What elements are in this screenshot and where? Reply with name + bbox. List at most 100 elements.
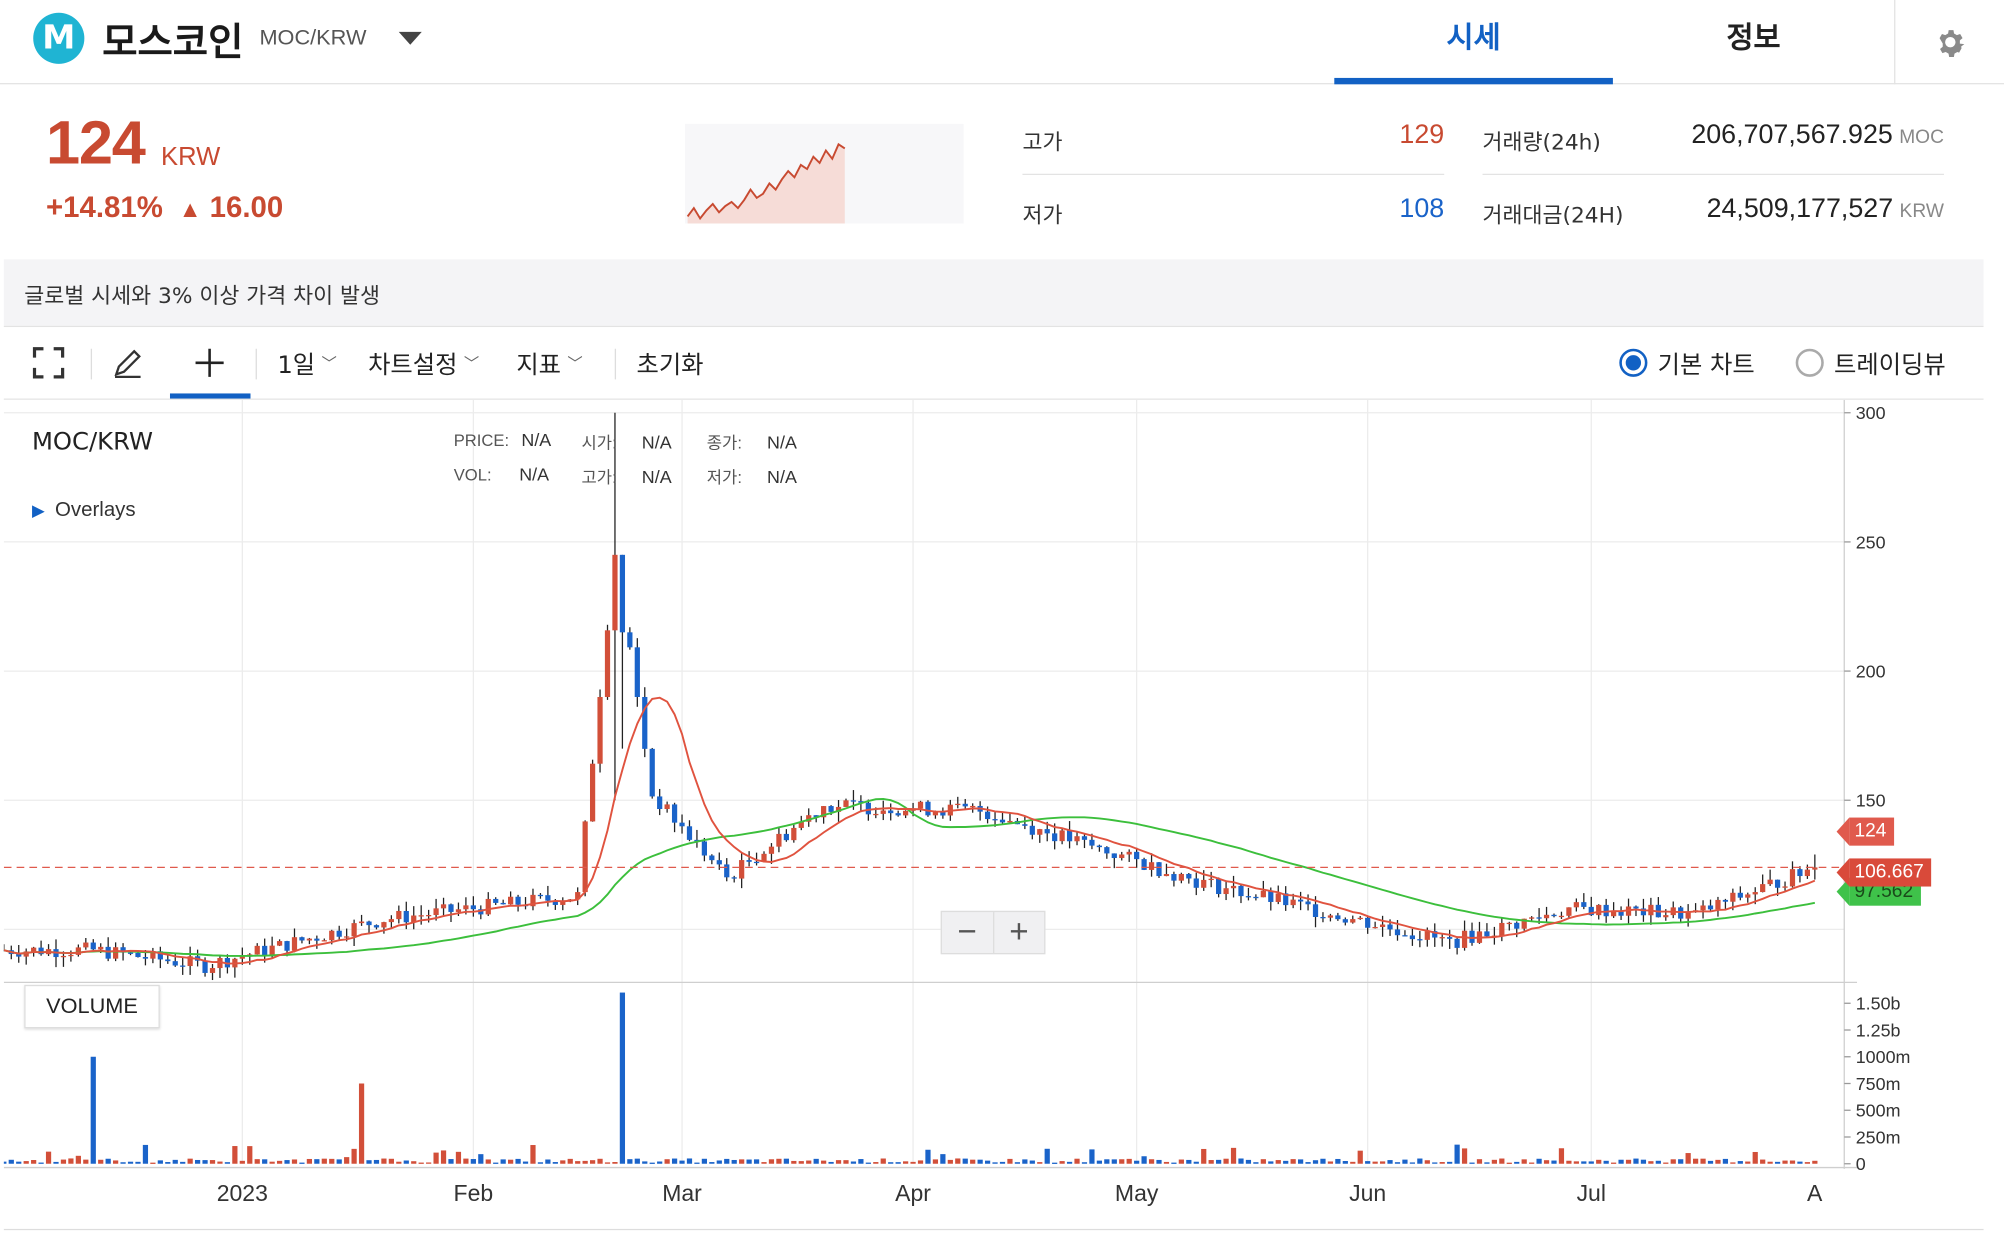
volume-bar (1290, 1159, 1296, 1164)
candle-body (664, 804, 670, 810)
volume-bar (1640, 1159, 1647, 1164)
zoom-out-button[interactable]: − (942, 912, 994, 953)
volume-bar (194, 1159, 201, 1164)
volume-bar (1357, 1150, 1363, 1164)
volume-bar (1581, 1161, 1587, 1164)
fullscreen-button[interactable] (29, 327, 67, 399)
chart-settings-select[interactable]: 차트설정 ﹀ (368, 327, 479, 399)
volume-bar (947, 1159, 953, 1164)
candle-body (455, 909, 462, 912)
ohlc-low-key: 저가: (706, 467, 742, 487)
reset-button[interactable]: 초기화 (636, 350, 704, 379)
mode-basic-label: 기본 차트 (1657, 350, 1755, 379)
chart-settings-label: 차트설정 (368, 350, 458, 379)
candle-body (753, 861, 760, 864)
volume-24h: 206,707,567.925 MOC (1601, 120, 1944, 151)
candle-body (321, 940, 327, 942)
candle-body (142, 957, 149, 959)
volume-bar (1007, 1158, 1013, 1164)
volume-bar (440, 1150, 447, 1164)
divider (1022, 173, 1445, 176)
volume-bar (1618, 1159, 1624, 1164)
volume-bar (552, 1162, 558, 1164)
volume-bar (1424, 1160, 1430, 1164)
volume-pane-label: VOLUME (24, 984, 160, 1029)
crosshair-button[interactable] (190, 327, 228, 399)
volume-bar (1678, 1159, 1684, 1164)
volume-bar (1752, 1151, 1758, 1164)
volume-bar (120, 1162, 126, 1164)
candle-body (1111, 853, 1117, 859)
volume-bar (753, 1159, 760, 1164)
volume-bar (135, 1161, 141, 1164)
change-amount: 16.00 (209, 190, 284, 224)
volume-bar (1454, 1144, 1460, 1164)
volume-bar (1037, 1162, 1043, 1164)
candle-body (299, 937, 305, 941)
candlestick-chart-canvas[interactable]: 300 250 200 150 1.50b 1.25b 1000m 750m 500m 250m 0… (3, 399, 1984, 1230)
volume-bar (1812, 1160, 1818, 1164)
volume-bar (1156, 1159, 1162, 1164)
volume-bar (1685, 1153, 1691, 1164)
candle-body (731, 877, 737, 879)
tab-price[interactable]: 시세 (1334, 0, 1613, 85)
volume-bar (910, 1161, 916, 1164)
overlays-toggle[interactable]: ▶ Overlays (32, 499, 136, 522)
volume-bar (60, 1159, 67, 1164)
candle-body (746, 860, 752, 862)
volume-bar (1186, 1159, 1192, 1164)
mode-tradingview-radio[interactable]: 트레이딩뷰 (1795, 327, 1946, 399)
volume-bar (142, 1144, 149, 1164)
candle-body (962, 803, 968, 807)
coin-dropdown-icon[interactable] (398, 31, 422, 45)
candle-body (1007, 820, 1013, 823)
volume-bar (276, 1160, 283, 1164)
candle-body (850, 800, 857, 802)
candle-body (1148, 862, 1155, 870)
volume-bar (589, 1160, 596, 1164)
draw-button[interactable] (109, 327, 147, 399)
candle-body (1573, 902, 1579, 908)
candle-body (1268, 890, 1274, 902)
candle-body (1715, 899, 1721, 910)
settings-gear-icon[interactable] (1894, 0, 2004, 85)
volume-bar (113, 1160, 119, 1164)
volume-bar (664, 1159, 670, 1164)
zoom-in-button[interactable]: + (1009, 912, 1029, 951)
indicators-select[interactable]: 지표 ﹀ (516, 327, 582, 399)
price-chart[interactable]: 300 250 200 150 1.50b 1.25b 1000m 750m 500m 250m 0… (3, 399, 1984, 1231)
volume-bar (1603, 1160, 1609, 1164)
candle-body (1283, 893, 1289, 906)
chevron-down-icon: ﹀ (321, 354, 337, 373)
volume-bar (1573, 1161, 1579, 1164)
volume-bar (970, 1159, 976, 1164)
candle-body (1260, 890, 1266, 898)
price-gap-notice: 글로벌 시세와 3% 이상 가격 차이 발생 (24, 283, 381, 310)
volume-bar (478, 1154, 484, 1164)
candle-body (1685, 911, 1691, 919)
notice-bar: 글로벌 시세와 3% 이상 가격 차이 발생 (3, 259, 1984, 326)
interval-select[interactable]: 1일 ﹀ (277, 327, 337, 399)
volume-bar (426, 1162, 432, 1164)
volume-bar (694, 1162, 700, 1164)
candle-body (180, 965, 186, 967)
volume-bar (75, 1155, 81, 1164)
candle-body (1163, 874, 1170, 877)
candle-body (1379, 924, 1386, 927)
x-axis-label: Jun (1349, 1180, 1386, 1206)
volume-bar (165, 1162, 171, 1164)
candle-body (657, 796, 663, 810)
volume-bar (1789, 1160, 1796, 1164)
price-tick-label: 150 (1856, 791, 1886, 811)
mode-basic-radio[interactable]: 기본 차트 (1619, 327, 1755, 399)
candle-body (269, 945, 275, 956)
candle-body (694, 839, 700, 842)
candle-body (932, 811, 939, 816)
candle-body (254, 945, 260, 955)
tab-info[interactable]: 정보 (1726, 21, 1781, 55)
candle-body (1596, 904, 1602, 916)
coin-name[interactable]: 모스코인 (102, 20, 244, 66)
volume-bar (1134, 1160, 1140, 1164)
volume-bar (1417, 1158, 1423, 1164)
ohlc-volume-key: VOL: (453, 464, 492, 485)
